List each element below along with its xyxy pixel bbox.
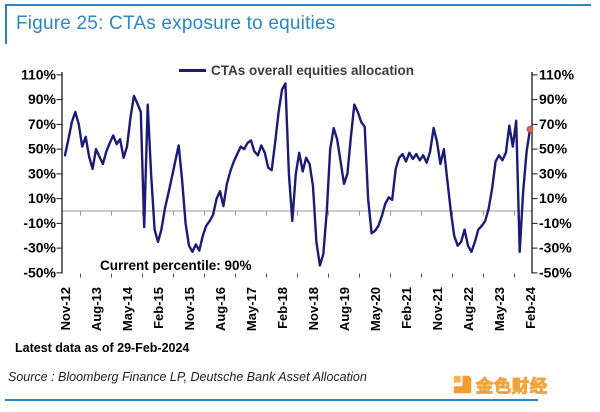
- legend-series-label: CTAs overall equities allocation: [211, 63, 415, 78]
- x-axis-label: Aug-19: [337, 287, 352, 331]
- allocation-line-series: [63, 82, 532, 267]
- right-y-label: 110%: [539, 66, 575, 82]
- left-y-label: 50%: [28, 141, 57, 157]
- left-y-label: 110%: [21, 66, 57, 82]
- x-axis-label: Aug-13: [89, 287, 104, 331]
- watermark-logo: 金色财经: [452, 372, 548, 397]
- x-axis-label: May-20: [368, 287, 383, 331]
- x-axis-label: Feb-18: [275, 287, 290, 329]
- right-y-label: 50%: [539, 141, 568, 157]
- x-axis-label: May-23: [492, 287, 507, 331]
- figure-header: Figure 25: CTAs exposure to equities: [5, 4, 591, 44]
- current-percentile-annotation: Current percentile: 90%: [100, 258, 252, 273]
- right-y-label: 90%: [539, 91, 568, 107]
- left-y-label: -30%: [23, 240, 56, 256]
- last-data-point-marker: [526, 125, 534, 133]
- left-y-label: 70%: [28, 116, 57, 132]
- right-y-label: 30%: [539, 165, 568, 181]
- legend-line-swatch: [179, 69, 206, 72]
- watermark-text: 金色财经: [476, 377, 548, 397]
- left-y-label: -50%: [23, 264, 56, 280]
- x-axis-label: Nov-21: [430, 287, 445, 330]
- x-axis-label: May-17: [244, 287, 259, 331]
- x-axis-label: Aug-22: [461, 287, 476, 331]
- right-y-label: 70%: [539, 116, 568, 132]
- x-axis-label: Feb-24: [523, 286, 538, 329]
- latest-data-note: Latest data as of 29-Feb-2024: [15, 341, 190, 355]
- x-axis-label: Feb-15: [151, 287, 166, 329]
- left-y-label: -10%: [23, 215, 56, 231]
- source-line: Source : Bloomberg Finance LP, Deutsche …: [8, 370, 367, 384]
- golden-finance-logo-icon: [453, 375, 472, 394]
- right-y-label: -50%: [539, 264, 572, 280]
- right-y-label: -10%: [539, 215, 572, 231]
- left-y-label: 90%: [28, 91, 57, 107]
- right-y-label: -30%: [539, 240, 572, 256]
- x-axis-label: Aug-16: [213, 287, 228, 331]
- chart-legend: CTAs overall equities allocation: [179, 63, 414, 78]
- x-axis-label: Feb-21: [399, 287, 414, 329]
- left-y-label: 30%: [28, 165, 57, 181]
- x-axis-label: Nov-18: [306, 287, 321, 330]
- x-axis-label: Nov-12: [58, 287, 73, 330]
- right-y-label: 10%: [539, 190, 568, 206]
- figure-title: Figure 25: CTAs exposure to equities: [16, 13, 336, 34]
- x-axis-label: Nov-15: [182, 287, 197, 330]
- bottom-rule: [5, 399, 538, 401]
- x-axis-label: May-14: [120, 286, 135, 331]
- left-y-label: 10%: [28, 190, 57, 206]
